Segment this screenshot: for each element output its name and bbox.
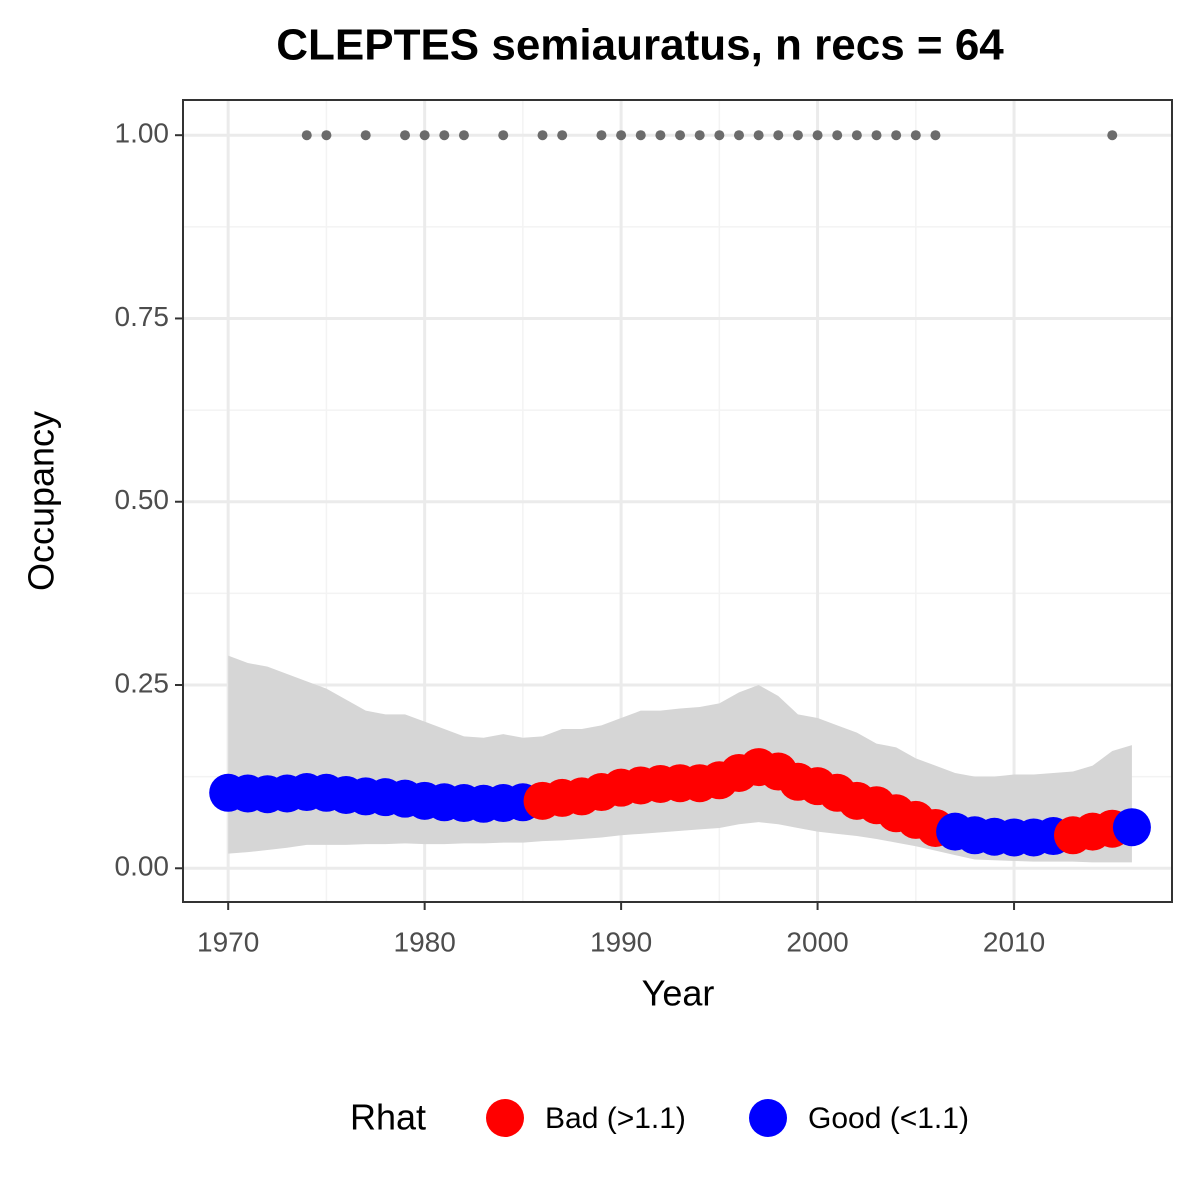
record-point (773, 130, 784, 141)
panel-border (182, 99, 1173, 903)
x-tick-label: 1980 (394, 926, 456, 957)
record-point (675, 130, 686, 141)
x-tick-label: 1990 (590, 926, 652, 957)
record-point (832, 130, 843, 141)
chart-title: CLEPTES semiauratus, n recs = 64 (276, 21, 1004, 70)
y-tick-label: 1.00 (115, 118, 170, 149)
record-point (733, 130, 744, 141)
y-axis-title: Occupancy (21, 411, 62, 591)
record-point (910, 130, 921, 141)
record-point (301, 130, 312, 141)
record-point (812, 130, 823, 141)
y-tick-label: 0.75 (115, 301, 170, 332)
record-point (1107, 130, 1118, 141)
occupancy-point (1112, 808, 1151, 847)
record-point (930, 130, 941, 141)
record-point (851, 130, 862, 141)
record-point (400, 130, 411, 141)
y-tick-label: 0.50 (115, 484, 170, 515)
record-point (753, 130, 764, 141)
x-tick-label: 2010 (983, 926, 1045, 957)
record-point (655, 130, 666, 141)
record-point (635, 130, 646, 141)
x-tick-label: 2000 (786, 926, 848, 957)
record-point (439, 130, 450, 141)
record-point (557, 130, 568, 141)
record-point (871, 130, 882, 141)
record-point (321, 130, 332, 141)
legend-title: Rhat (350, 1097, 426, 1138)
legend-marker (486, 1099, 524, 1137)
x-tick-label: 1970 (197, 926, 259, 957)
record-point (537, 130, 548, 141)
record-point (458, 130, 469, 141)
record-point (792, 130, 803, 141)
record-point (694, 130, 705, 141)
record-point (419, 130, 430, 141)
y-tick-label: 0.00 (115, 851, 170, 882)
y-tick-label: 0.25 (115, 667, 170, 698)
x-axis-title: Year (642, 973, 715, 1014)
legend-label: Good (<1.1) (808, 1102, 969, 1135)
legend-label: Bad (>1.1) (545, 1102, 686, 1135)
record-point (891, 130, 902, 141)
record-point (360, 130, 371, 141)
record-point (616, 130, 627, 141)
record-point (714, 130, 725, 141)
record-point (596, 130, 607, 141)
record-point (498, 130, 509, 141)
legend-marker (749, 1099, 787, 1137)
